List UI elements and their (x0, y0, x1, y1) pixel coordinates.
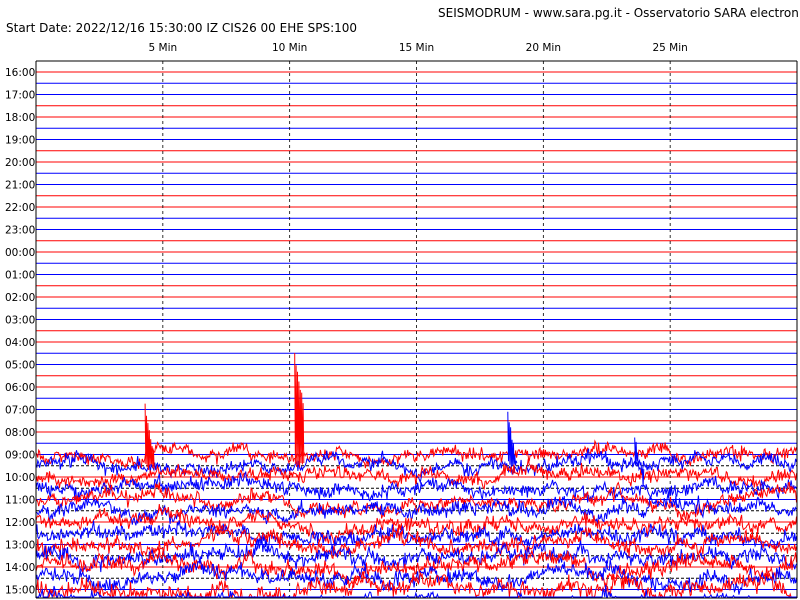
row-label: 15:00 (5, 585, 35, 597)
row-label: 18:00 (5, 112, 35, 124)
seismic-traces (35, 352, 797, 599)
seismic-trace (35, 548, 797, 589)
row-label: 05:00 (5, 360, 35, 372)
row-label: 22:00 (5, 202, 35, 214)
row-labels: 16:00 17:00 18:00 19:00 20:00 21:00 22:00 23:00… (5, 67, 35, 597)
seismic-spike (144, 403, 155, 471)
x-tick-label: 10 Min (272, 42, 307, 54)
seismic-trace (35, 458, 797, 490)
row-label: 14:00 (5, 562, 35, 574)
row-label: 00:00 (5, 247, 35, 259)
row-label: 01:00 (5, 270, 35, 282)
seismic-spike (634, 437, 645, 488)
row-label: 19:00 (5, 135, 35, 147)
row-label: 20:00 (5, 157, 35, 169)
seismic-trace (35, 566, 797, 599)
row-label: 17:00 (5, 90, 35, 102)
row-label: 16:00 (5, 67, 35, 79)
row-label: 08:00 (5, 427, 35, 439)
x-tick-label: 15 Min (399, 42, 434, 54)
seismic-trace (35, 439, 797, 470)
row-label: 10:00 (5, 472, 35, 484)
x-tick-label: 20 Min (526, 42, 561, 54)
plot-frame (35, 60, 798, 599)
chart-subtitle: Start Date: 2022/12/16 15:30:00 IZ CIS26… (6, 21, 358, 35)
row-label: 06:00 (5, 382, 35, 394)
seismic-spike (507, 411, 518, 467)
x-tick-label: 5 Min (149, 42, 178, 54)
seismic-trace (35, 470, 797, 503)
row-label: 04:00 (5, 337, 35, 349)
row-label: 12:00 (5, 517, 35, 529)
row-label: 02:00 (5, 292, 35, 304)
seismic-trace (35, 520, 797, 560)
x-tick-labels: 5 Min 10 Min 15 Min 20 Min 25 Min (149, 42, 688, 54)
row-label: 11:00 (5, 495, 35, 507)
row-label: 21:00 (5, 180, 35, 192)
row-label: 13:00 (5, 540, 35, 552)
seismic-trace (35, 504, 797, 547)
row-label: 03:00 (5, 315, 35, 327)
x-tick-label: 25 Min (652, 42, 687, 54)
seismic-trace (36, 585, 797, 599)
seismic-trace (35, 493, 797, 526)
row-label: 09:00 (5, 450, 35, 462)
chart-title: SEISMODRUM - www.sara.pg.it - Osservator… (438, 6, 800, 20)
seismic-trace (35, 481, 797, 522)
seismic-spike (294, 352, 305, 468)
row-label: 07:00 (5, 405, 35, 417)
row-label: 23:00 (5, 225, 35, 237)
